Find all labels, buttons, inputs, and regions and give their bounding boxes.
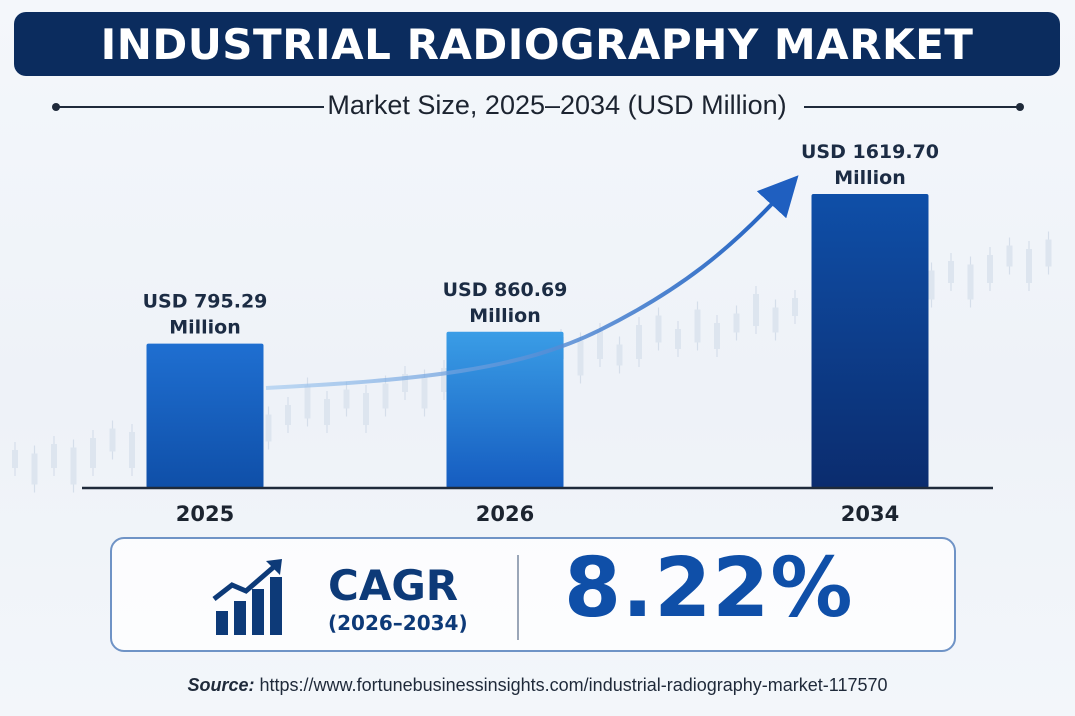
chart-subtitle: Market Size, 2025–2034 (USD Million) xyxy=(327,90,787,120)
bar-2034 xyxy=(811,194,929,488)
data-label-2025: USD 795.29 Million xyxy=(143,291,268,339)
page-title: INDUSTRIAL RADIOGRAPHY MARKET xyxy=(100,19,974,69)
growth-chart-icon xyxy=(212,559,282,635)
subtitle-dot-left xyxy=(52,103,60,111)
cagr-panel: CAGR (2026–2034) 8.22% xyxy=(110,537,956,652)
source-url[interactable]: https://www.fortunebusinessinsights.com/… xyxy=(259,675,888,695)
bar-2025 xyxy=(146,343,264,488)
x-tick-2026: 2026 xyxy=(476,502,534,526)
data-label-2034: USD 1619.70 Million xyxy=(801,141,939,189)
source-label: Source: xyxy=(187,675,255,695)
cagr-period: (2026–2034) xyxy=(328,611,468,635)
cagr-divider xyxy=(517,555,519,640)
subtitle-row: Market Size, 2025–2034 (USD Million) xyxy=(52,88,1024,124)
data-label-2026: USD 860.69 Million xyxy=(443,279,568,327)
x-tick-2025: 2025 xyxy=(176,502,234,526)
x-tick-2034: 2034 xyxy=(841,502,899,526)
title-banner: INDUSTRIAL RADIOGRAPHY MARKET xyxy=(14,12,1060,76)
cagr-value: 8.22% xyxy=(564,541,854,636)
trend-arrow xyxy=(265,175,799,390)
bar-2026 xyxy=(446,331,564,488)
subtitle-rule-right xyxy=(804,106,1018,108)
source-line: Source: https://www.fortunebusinessinsig… xyxy=(0,675,1075,696)
cagr-label: CAGR xyxy=(328,561,459,610)
subtitle-dot-right xyxy=(1016,103,1024,111)
subtitle-rule-left xyxy=(58,106,324,108)
